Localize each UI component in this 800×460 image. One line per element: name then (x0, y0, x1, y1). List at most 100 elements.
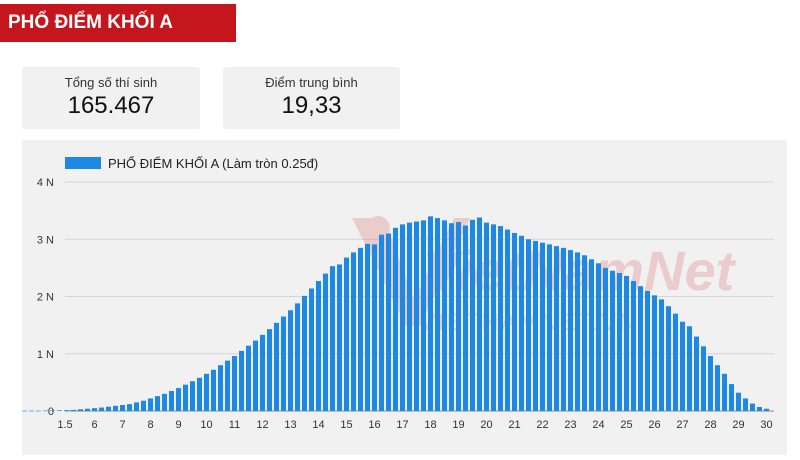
bar (91, 408, 98, 411)
bar (77, 409, 84, 411)
bar (693, 336, 700, 411)
bar (511, 232, 518, 411)
bar (84, 408, 91, 411)
bar (385, 233, 392, 411)
x-tick-label: 14 (312, 419, 324, 431)
bar (455, 222, 462, 411)
x-tick-label: 6 (91, 419, 97, 431)
bar (623, 275, 630, 411)
bar (392, 227, 399, 411)
bar (308, 288, 315, 411)
bar (42, 410, 49, 412)
x-tick-label: 29 (732, 419, 744, 431)
total-candidates-label: Tổng số thí sinh (64, 75, 158, 90)
bar (196, 377, 203, 411)
x-tick-label: 24 (592, 419, 604, 431)
bar (22, 410, 28, 412)
watermark-dot-icon (366, 216, 390, 240)
bar (595, 263, 602, 411)
bar (350, 252, 357, 411)
bar (490, 224, 497, 411)
bar (574, 252, 581, 411)
bar (707, 356, 714, 411)
bar (343, 257, 350, 411)
y-tick-label: 1 N (37, 349, 54, 361)
bar (476, 217, 483, 411)
y-tick-label: 2 N (37, 292, 54, 304)
total-candidates-value: 165.467 (67, 92, 155, 119)
average-score-card: Điểm trung bình 19,33 (223, 67, 400, 129)
x-tick-label: 15 (340, 419, 352, 431)
bar (336, 264, 343, 411)
bar (140, 400, 147, 411)
x-tick-label: 13 (284, 419, 296, 431)
bar (525, 239, 532, 411)
y-tick-label: 4 N (37, 177, 54, 189)
x-tick-label: 17 (396, 419, 408, 431)
bar (168, 390, 175, 411)
bar (427, 216, 434, 411)
bar (469, 219, 476, 411)
x-tick-label: 10 (200, 419, 212, 431)
bar (224, 360, 231, 411)
bar (728, 384, 735, 411)
bar (406, 222, 413, 411)
bar (98, 407, 105, 411)
bar (553, 246, 560, 411)
bar (189, 381, 196, 411)
average-score-label: Điểm trung bình (265, 75, 358, 90)
bar (735, 392, 742, 411)
bar (462, 225, 469, 411)
bar (70, 409, 77, 411)
bar (217, 365, 224, 411)
bar (441, 220, 448, 411)
bar (763, 408, 770, 411)
average-score-value: 19,33 (281, 92, 342, 119)
bar (399, 224, 406, 411)
bar (483, 222, 490, 411)
x-tick-label: 12 (256, 419, 268, 431)
x-tick-label: 21 (508, 419, 520, 431)
bar (420, 220, 427, 411)
x-tick-label: 1.5 (57, 419, 72, 431)
y-tick-label: 0 (48, 406, 54, 418)
bar (546, 244, 553, 411)
bar (665, 306, 672, 411)
x-tick-label: 9 (175, 419, 181, 431)
bar (560, 247, 567, 411)
bar (378, 234, 385, 411)
bar (119, 404, 126, 411)
x-tick-label: 7 (119, 419, 125, 431)
bar (322, 273, 329, 411)
bar (448, 223, 455, 411)
bar (35, 410, 42, 412)
bar (28, 410, 35, 412)
bar (294, 303, 301, 411)
x-tick-label: 16 (368, 419, 380, 431)
legend-swatch (65, 157, 101, 169)
bar (644, 290, 651, 411)
bar (357, 247, 364, 411)
bar (182, 384, 189, 411)
score-distribution-chart: VietNamNet VIETNAMNET.VN 01 N2 N3 N4 N1.… (22, 156, 774, 431)
bar (315, 281, 322, 411)
bar (133, 402, 140, 411)
bar (301, 295, 308, 411)
bar (210, 369, 217, 411)
bar (252, 340, 259, 411)
bar (154, 396, 161, 411)
bar (105, 406, 112, 411)
chart-legend: PHỔ ĐIỂM KHỐI A (Làm tròn 0.25đ) (65, 156, 318, 171)
bar (742, 398, 749, 411)
x-tick-label: 27 (676, 419, 688, 431)
bar (651, 295, 658, 411)
x-tick-label: 22 (536, 419, 548, 431)
bar (714, 365, 721, 411)
bar (581, 255, 588, 411)
bar (539, 242, 546, 411)
x-tick-label: 11 (229, 419, 240, 431)
bar (630, 281, 637, 411)
x-tick-label: 25 (620, 419, 632, 431)
chart-panel: VietNamNet VIETNAMNET.VN 01 N2 N3 N4 N1.… (22, 140, 787, 455)
bar (231, 356, 238, 411)
